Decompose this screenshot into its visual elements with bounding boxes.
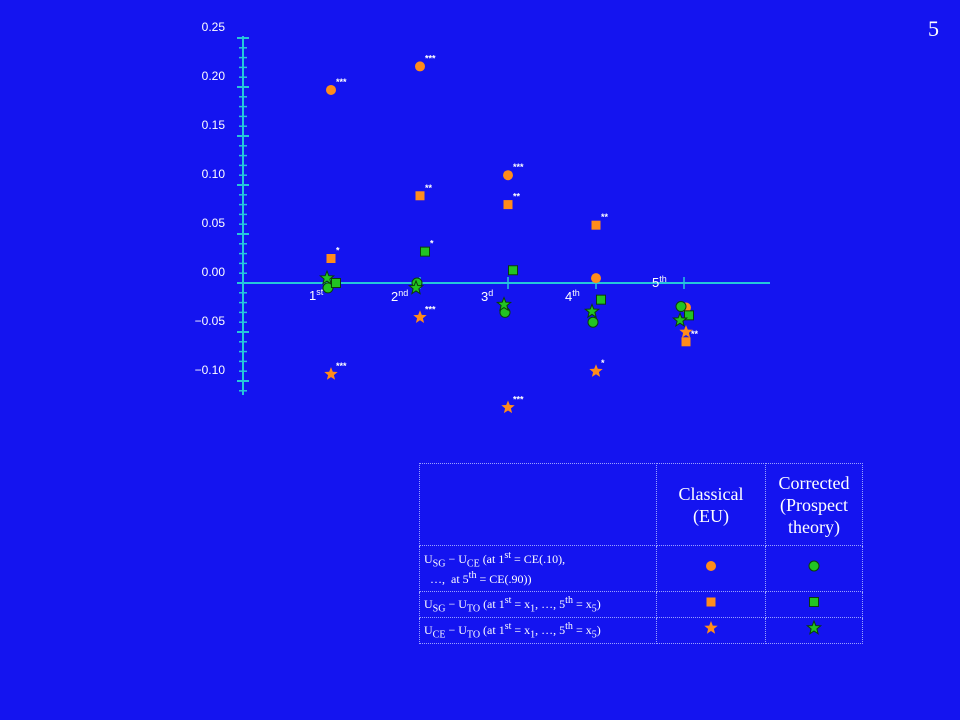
- slide-number: 5: [928, 16, 939, 41]
- corrected-square-marker: [596, 294, 606, 305]
- legend-corrected-square-icon: [809, 597, 819, 607]
- classical-square-marker: [681, 337, 691, 347]
- legend-label-sg-ce: USG − UCE (at 1st = CE(.10), …, at 5th =…: [419, 545, 657, 592]
- classical-circle-marker: [415, 61, 425, 72]
- scatter-chart: 0.25 0.20 0.15 0.10 0.05 0.00 −0.05 −0.10 1st 2nd…: [195, 20, 770, 414]
- classical-square-marker: [326, 254, 336, 263]
- classical-circle-marker: [503, 170, 513, 181]
- corrected-star-marker: [318, 269, 336, 285]
- legend-symbol-classical-square: [656, 591, 766, 618]
- corrected-title: Corrected: [778, 472, 850, 493]
- corrected-square-legend-marker: [809, 597, 819, 607]
- corrected-star-marker: [495, 296, 513, 312]
- legend-header-classical: Classical (EU): [656, 463, 766, 546]
- corrected-star-marker: [407, 279, 425, 295]
- corrected-square-marker: [420, 246, 430, 257]
- legend-row-sg-ce: USG − UCE (at 1st = CE(.10), …, at 5th =…: [419, 545, 863, 592]
- classical-circle-marker: [326, 84, 336, 95]
- classical-square-marker: [591, 220, 601, 230]
- corrected-star-marker: [671, 311, 689, 328]
- x-category-label: 4th: [565, 288, 580, 304]
- y-tick-label: 0.00: [202, 265, 226, 279]
- corrected-star-legend-marker: [805, 619, 823, 635]
- y-tick-label: 0.15: [202, 118, 226, 132]
- classical-square-marker: [503, 200, 513, 210]
- legend-label-sg-to: USG − UTO (at 1st = x1, …, 5th = x5): [419, 591, 657, 618]
- legend-symbol-classical-circle: [656, 545, 766, 592]
- legend-symbol-corrected-square: [765, 591, 863, 618]
- corrected-square-marker: [508, 265, 518, 276]
- corrected-circle-marker: [587, 316, 599, 328]
- significance-label: *: [336, 246, 340, 256]
- significance-label: ***: [336, 77, 347, 87]
- significance-label: **: [601, 212, 609, 222]
- classical-circle-marker: [591, 273, 601, 284]
- classical-star-legend-marker: [704, 621, 718, 634]
- legend-header-corrected: Corrected (Prospect theory): [765, 463, 863, 546]
- legend-classical-star-icon: [704, 621, 718, 634]
- classical-square-marker: [415, 191, 425, 201]
- corrected-star-marker: [583, 303, 601, 319]
- significance-label: ***: [425, 304, 436, 314]
- x-category-label: 5th: [652, 274, 667, 290]
- corrected-square-marker: [684, 310, 694, 321]
- classical-subtitle: (EU): [693, 505, 729, 526]
- legend-symbol-corrected-circle: [765, 545, 863, 592]
- classical-star-marker: [324, 367, 338, 380]
- legend-row-sg-to: USG − UTO (at 1st = x1, …, 5th = x5): [419, 591, 863, 618]
- x-category-label: 3d: [481, 288, 493, 304]
- legend-corrected-star-icon: [805, 619, 823, 635]
- classical-star-marker: [589, 364, 603, 377]
- classical-star-marker: [679, 325, 693, 338]
- y-tick-label: 0.05: [202, 216, 226, 230]
- x-category-label: 1st: [309, 287, 324, 303]
- legend-symbol-classical-star: [656, 617, 766, 644]
- corrected-circle-legend-marker: [808, 560, 820, 572]
- legend-corrected-circle-icon: [808, 560, 820, 572]
- corrected-subtitle-2: theory): [788, 516, 840, 537]
- classical-star-marker: [413, 310, 427, 323]
- significance-label: **: [513, 192, 521, 202]
- y-tick-label: −0.05: [195, 314, 226, 328]
- significance-label: ***: [425, 53, 436, 63]
- classical-title: Classical: [678, 483, 744, 504]
- y-tick-label: −0.10: [195, 363, 226, 377]
- significance-label: **: [425, 183, 433, 193]
- significance-label: **: [691, 329, 699, 339]
- significance-label: *: [430, 239, 434, 249]
- corrected-square-marker: [331, 278, 341, 288]
- x-category-label: 2nd: [391, 288, 408, 304]
- legend-symbol-corrected-star: [765, 617, 863, 644]
- classical-square-legend-marker: [706, 597, 716, 607]
- legend-table: Classical (EU) Corrected (Prospect theor…: [419, 463, 863, 644]
- legend-classical-square-icon: [706, 597, 716, 607]
- corrected-subtitle-1: (Prospect: [780, 494, 848, 515]
- y-tick-label: 0.10: [202, 167, 226, 181]
- significance-label: ***: [513, 394, 524, 404]
- significance-label: *: [601, 358, 605, 368]
- y-tick-label: 0.25: [202, 20, 226, 34]
- legend-classical-circle-icon: [706, 561, 716, 571]
- corrected-circle-marker: [675, 301, 687, 313]
- legend-label-ce-to: UCE − UTO (at 1st = x1, …, 5th = x5): [419, 617, 657, 644]
- significance-label: ***: [513, 162, 524, 172]
- y-tick-label: 0.20: [202, 69, 226, 83]
- legend-row-ce-to: UCE − UTO (at 1st = x1, …, 5th = x5): [419, 617, 863, 644]
- significance-label: ***: [336, 361, 347, 371]
- classical-circle-legend-marker: [706, 561, 716, 571]
- legend-header-empty: [419, 463, 657, 546]
- classical-star-marker: [501, 400, 515, 414]
